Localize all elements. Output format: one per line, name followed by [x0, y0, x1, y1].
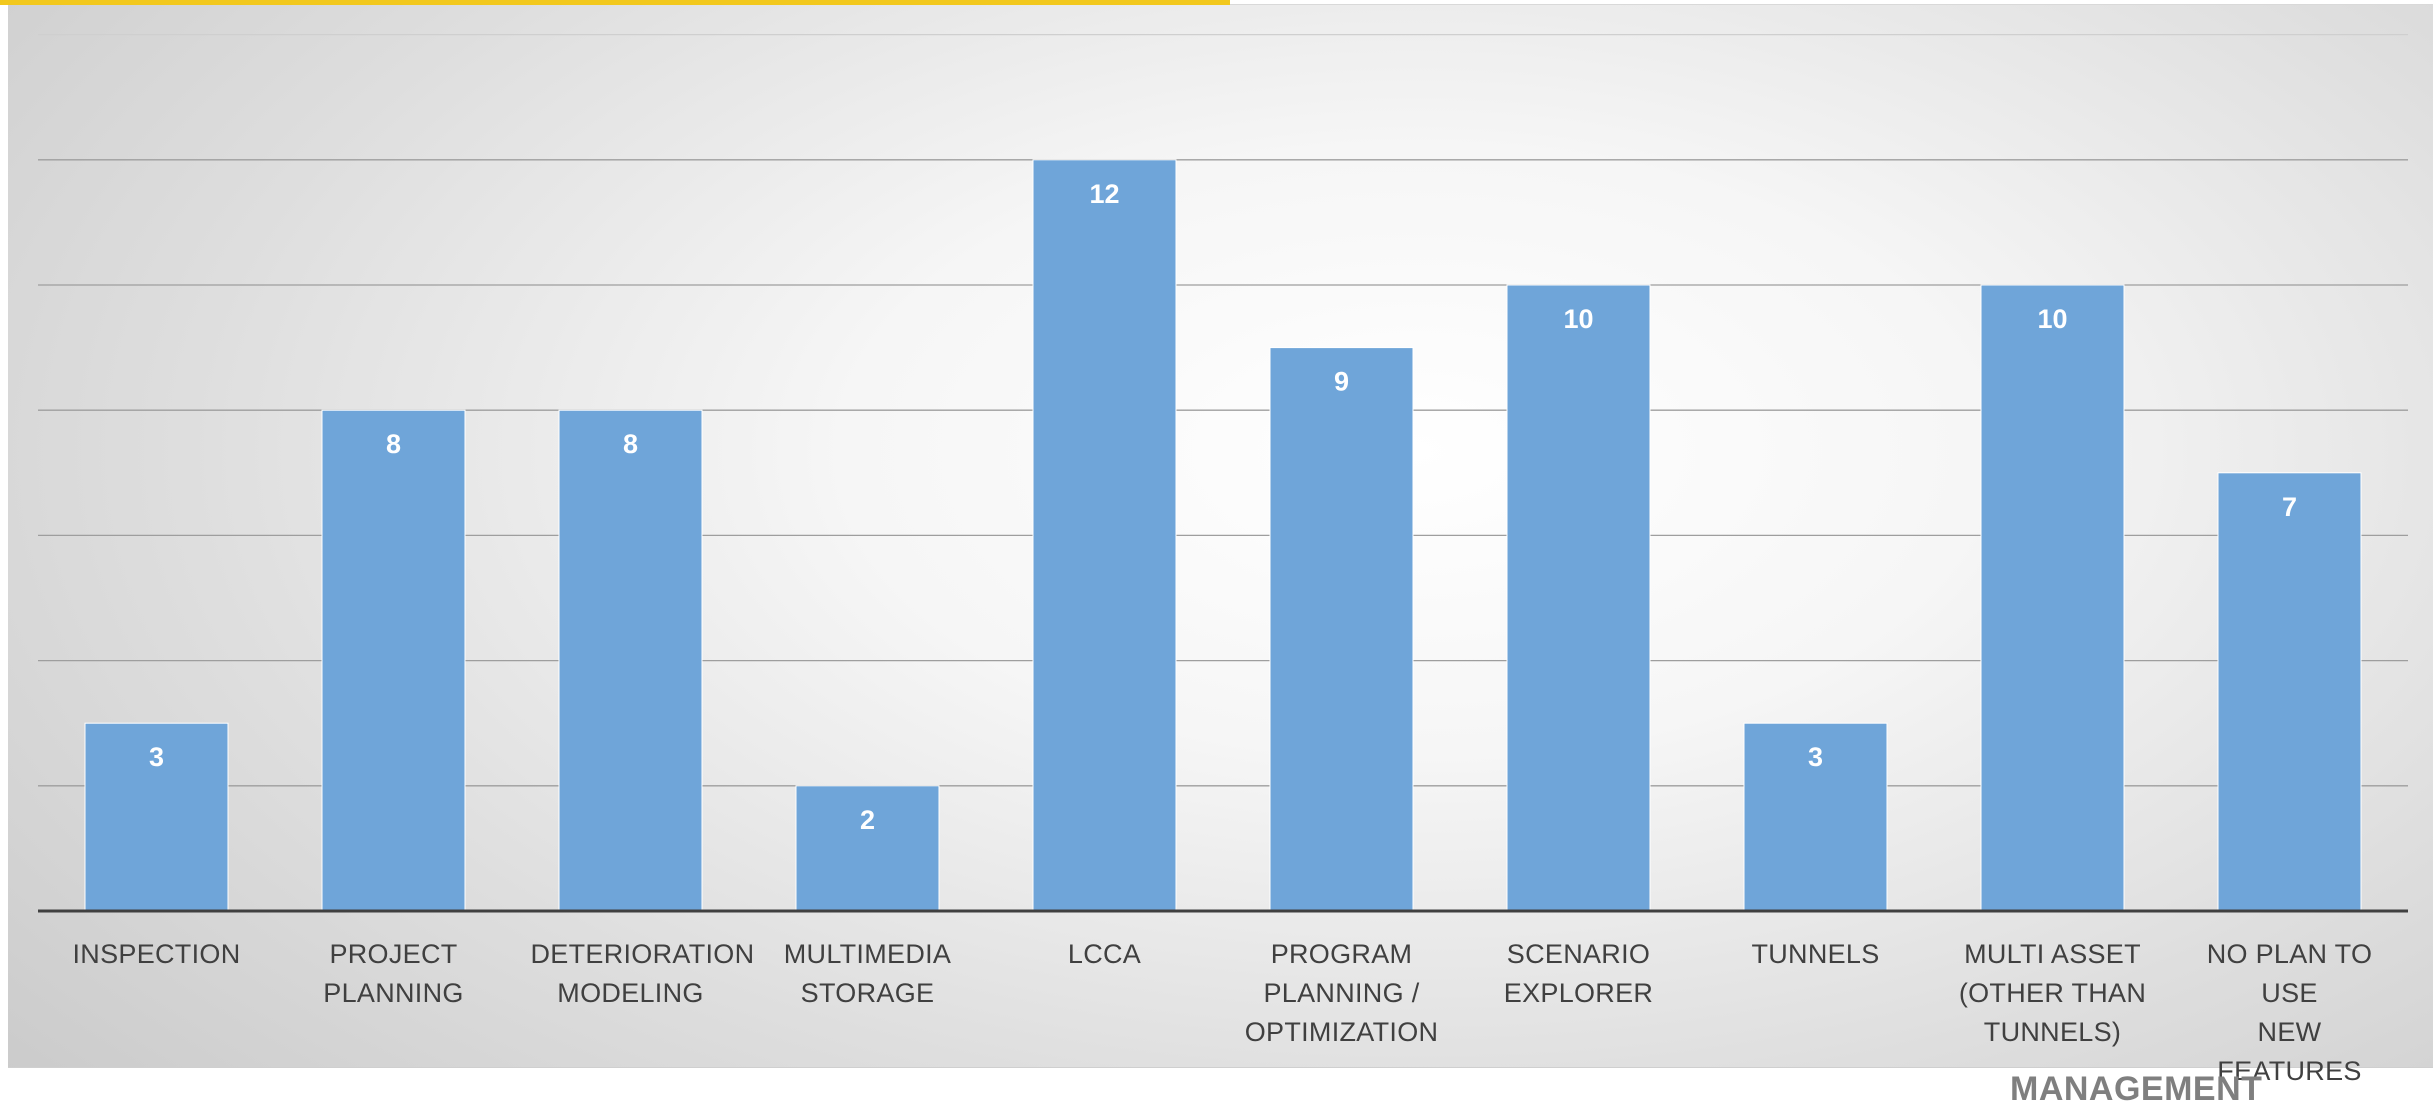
accent-line: [0, 0, 1230, 5]
category-label: DETERIORATION MODELING: [530, 939, 755, 1008]
category-label: MULTIMEDIA STORAGE: [783, 939, 952, 1008]
bar: [321, 409, 466, 912]
data-label: 8: [386, 429, 401, 459]
data-label: 10: [1563, 304, 1593, 334]
data-label: 10: [2037, 304, 2067, 334]
bar: [1032, 159, 1177, 912]
bar: [1980, 284, 2125, 912]
bar: [795, 785, 940, 912]
data-label: 3: [149, 742, 164, 772]
data-label: 7: [2282, 492, 2297, 522]
data-label: 8: [623, 429, 638, 459]
bar: [1269, 347, 1414, 912]
bar: [1743, 722, 1888, 912]
data-label: 12: [1089, 179, 1119, 209]
chart-area: 3 8 8 2 12 9 10 3 10 7 INSPECTION PROJECT PLANNING…: [8, 5, 2433, 1086]
data-label: 3: [1808, 742, 1823, 772]
bar: [558, 409, 703, 912]
category-label: TUNNELS: [1751, 939, 1880, 969]
category-label: MULTI ASSET (OTHER THAN TUNNELS): [1958, 939, 2147, 1047]
bar: [1506, 284, 1651, 912]
top-rule: [1230, 4, 2433, 5]
bar: [84, 722, 229, 912]
category-label: INSPECTION: [72, 939, 241, 969]
category-label: PROJECT PLANNING: [323, 939, 464, 1008]
category-label: PROGRAM PLANNING / OPTIMIZATION: [1244, 939, 1439, 1047]
bar: [2217, 472, 2362, 912]
category-label: NO PLAN TO USE NEW FEATURES: [2206, 939, 2373, 1086]
bar-chart: 3 8 8 2 12 9 10 3 10 7: [38, 33, 2408, 913]
category-label: SCENARIO EXPLORER: [1503, 939, 1654, 1008]
footer-label: MANAGEMENT: [2010, 1070, 2263, 1108]
data-label: 9: [1334, 367, 1349, 397]
category-label: LCCA: [1067, 939, 1142, 969]
data-label: 2: [860, 805, 875, 835]
